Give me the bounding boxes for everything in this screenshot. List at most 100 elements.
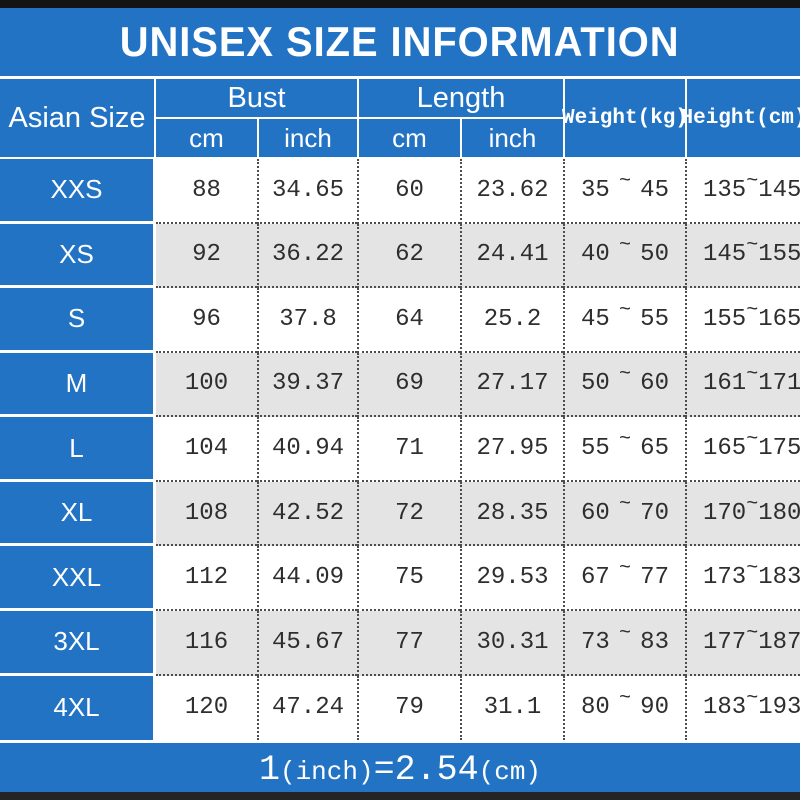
bust-cm-cell: 108 — [156, 481, 257, 547]
height-range-cell: 170 ~ 180 — [685, 481, 800, 547]
tilde-separator: ~ — [746, 687, 759, 711]
weight-min: 60 — [581, 499, 610, 527]
length-cm-cell: 79 — [357, 675, 460, 741]
height-min: 173 — [703, 564, 747, 592]
tilde-separator: ~ — [746, 557, 759, 581]
conversion-unit-cm: (cm) — [478, 757, 542, 788]
height-range-cell: 135 ~ 145 — [685, 159, 800, 224]
length-cm-cell: 69 — [357, 352, 460, 418]
weight-range-cell: 35 ~ 45 — [563, 159, 685, 224]
tilde-separator: ~ — [746, 492, 759, 516]
table-row: XXL 112 44.09 75 29.53 67 ~ 77 173 ~ 183 — [0, 546, 800, 611]
bust-cm-cell: 116 — [156, 610, 257, 676]
height-min: 155 — [703, 305, 747, 333]
tilde-separator: ~ — [618, 687, 631, 711]
tilde-separator: ~ — [618, 363, 631, 387]
table-row: L 104 40.94 71 27.95 55 ~ 65 165 ~ 175 — [0, 417, 800, 482]
tilde-separator: ~ — [618, 621, 631, 645]
conversion-unit-inch: (inch) — [279, 757, 374, 788]
length-cm-cell: 75 — [357, 546, 460, 611]
table-row: 3XL 116 45.67 77 30.31 73 ~ 83 177 ~ 187 — [0, 610, 800, 676]
height-range-cell: 145 ~ 155 — [685, 223, 800, 289]
size-label-cell: M — [0, 352, 156, 418]
length-inch-cell: 28.35 — [460, 481, 563, 547]
length-cm-cell: 71 — [357, 417, 460, 482]
length-cm-cell: 60 — [357, 159, 460, 224]
tilde-separator: ~ — [618, 557, 631, 581]
height-max: 171 — [758, 370, 800, 398]
height-min: 161 — [703, 370, 747, 398]
height-max: 175 — [758, 435, 800, 463]
bust-cm-cell: 104 — [156, 417, 257, 482]
height-range-cell: 177 ~ 187 — [685, 610, 800, 676]
bust-inch-cell: 47.24 — [257, 675, 357, 741]
weight-min: 35 — [581, 176, 610, 204]
weight-max: 70 — [640, 499, 669, 527]
length-inch-cell: 27.17 — [460, 352, 563, 418]
weight-max: 60 — [640, 370, 669, 398]
subheader-bust-inch: inch — [257, 119, 357, 157]
weight-range-cell: 60 ~ 70 — [563, 481, 685, 547]
table-row: XS 92 36.22 62 24.41 40 ~ 50 145 ~ 155 — [0, 223, 800, 289]
length-cm-cell: 62 — [357, 223, 460, 289]
size-label-cell: XXS — [0, 159, 156, 224]
height-max: 145 — [758, 176, 800, 204]
length-inch-cell: 31.1 — [460, 675, 563, 741]
bust-cm-cell: 120 — [184, 694, 229, 722]
weight-range-cell: 45 ~ 55 — [563, 288, 685, 353]
title-band: UNISEX SIZE INFORMATION — [0, 8, 800, 76]
table-header: Asian Size Bust Length Weight(kg) Height… — [0, 76, 800, 159]
conversion-value-cm: =2.54 — [373, 750, 479, 790]
top-black-bar — [0, 0, 800, 8]
bust-inch-cell: 34.65 — [257, 159, 357, 224]
table-row: S 96 37.8 64 25.2 45 ~ 55 155 ~ 165 — [0, 288, 800, 353]
weight-range-cell: 55 ~ 65 — [563, 417, 685, 482]
size-table-body: XXS 88 34.65 60 23.62 35 ~ 45 135 ~ 145 … — [0, 159, 800, 741]
tilde-separator: ~ — [618, 428, 631, 452]
bust-inch-cell: 42.52 — [257, 481, 357, 547]
size-label-cell: 3XL — [0, 610, 156, 676]
weight-min: 45 — [581, 305, 610, 333]
height-max: 165 — [758, 305, 800, 333]
size-label-cell: S — [0, 288, 156, 353]
length-cm-cell: 77 — [357, 610, 460, 676]
tilde-separator: ~ — [618, 298, 631, 322]
weight-max: 65 — [640, 435, 669, 463]
weight-min: 67 — [581, 564, 610, 592]
subheader-length-inch: inch — [460, 119, 563, 157]
height-min: 183 — [703, 694, 747, 722]
weight-min: 40 — [581, 241, 610, 269]
height-min: 177 — [703, 628, 747, 656]
bust-inch-cell: 36.22 — [257, 223, 357, 289]
table-row: XXS 88 34.65 60 23.62 35 ~ 45 135 ~ 145 — [0, 159, 800, 224]
weight-min: 55 — [581, 435, 610, 463]
table-row: M 100 39.37 69 27.17 50 ~ 60 161 ~ 171 — [0, 352, 800, 418]
height-min: 135 — [703, 176, 747, 204]
length-inch-cell: 29.53 — [460, 546, 563, 611]
column-header-asian-size: Asian Size — [0, 79, 156, 157]
length-inch-cell: 25.2 — [460, 288, 563, 353]
length-inch-cell: 30.31 — [460, 610, 563, 676]
weight-range-cell: 50 ~ 60 — [563, 352, 685, 418]
subheader-bust-cm: cm — [156, 119, 257, 157]
weight-max: 45 — [640, 176, 669, 204]
height-range-cell: 165 ~ 175 — [685, 417, 800, 482]
length-cm-cell: 64 — [357, 288, 460, 353]
bottom-black-bar — [0, 792, 800, 800]
length-cm-cell: 72 — [357, 481, 460, 547]
weight-range-cell: 80 ~ 90 — [563, 675, 685, 741]
bust-inch-cell: 37.8 — [257, 288, 357, 353]
tilde-separator: ~ — [618, 234, 631, 258]
height-min: 145 — [703, 241, 747, 269]
column-header-weight: Weight(kg) — [562, 79, 688, 157]
bust-inch-cell: 40.94 — [257, 417, 357, 482]
weight-min: 80 — [581, 694, 610, 722]
weight-max: 77 — [640, 564, 669, 592]
weight-max: 55 — [640, 305, 669, 333]
weight-range-cell: 67 ~ 77 — [563, 546, 685, 611]
weight-min: 50 — [581, 370, 610, 398]
conversion-value-inch: 1 — [258, 750, 280, 790]
size-label-cell: XXL — [0, 546, 156, 611]
tilde-separator: ~ — [746, 363, 759, 387]
column-header-height: Height(cm) — [680, 79, 800, 157]
